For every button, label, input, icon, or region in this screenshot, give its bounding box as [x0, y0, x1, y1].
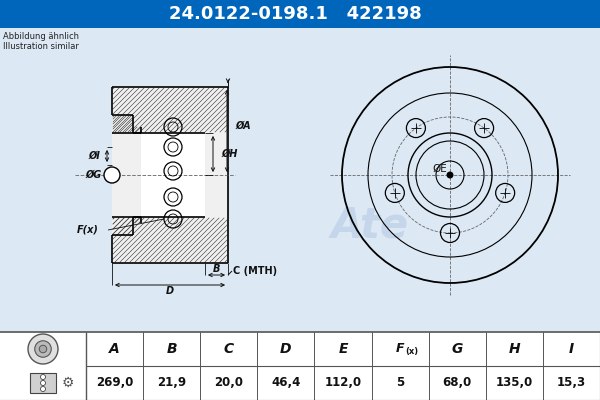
- Text: 135,0: 135,0: [496, 376, 533, 390]
- Bar: [0, 332, 600, 400]
- Circle shape: [447, 172, 453, 178]
- Circle shape: [104, 167, 120, 183]
- Text: F(x): F(x): [77, 225, 99, 235]
- Text: ØI: ØI: [88, 151, 100, 161]
- Text: A: A: [109, 342, 120, 356]
- Text: Ate: Ate: [331, 204, 409, 246]
- Text: ØG: ØG: [86, 170, 102, 180]
- Text: F: F: [396, 342, 404, 356]
- Text: ⚙: ⚙: [62, 376, 74, 390]
- Circle shape: [28, 334, 58, 364]
- Text: 20,0: 20,0: [214, 376, 243, 390]
- Bar: [112, 87, 228, 263]
- Bar: [30, 373, 56, 393]
- Text: 5: 5: [396, 376, 404, 390]
- Text: 15,3: 15,3: [557, 376, 586, 390]
- Text: 21,9: 21,9: [157, 376, 186, 390]
- Text: 68,0: 68,0: [443, 376, 472, 390]
- Text: D: D: [280, 342, 292, 356]
- Circle shape: [35, 341, 51, 357]
- Circle shape: [41, 380, 46, 386]
- Text: G: G: [452, 342, 463, 356]
- Text: 24.0122-0198.1   422198: 24.0122-0198.1 422198: [169, 5, 421, 23]
- Text: Abbildung ähnlich: Abbildung ähnlich: [3, 32, 79, 41]
- Text: C (MTH): C (MTH): [233, 266, 277, 276]
- Circle shape: [41, 374, 46, 380]
- Text: B: B: [213, 264, 220, 274]
- Text: Illustration similar: Illustration similar: [3, 42, 79, 51]
- Text: ØA: ØA: [235, 121, 251, 131]
- Text: ØH: ØH: [221, 149, 238, 159]
- Bar: [0, 28, 600, 332]
- Text: 269,0: 269,0: [96, 376, 133, 390]
- Bar: [0, 0, 600, 28]
- Text: C: C: [224, 342, 234, 356]
- Text: B: B: [166, 342, 177, 356]
- Text: I: I: [569, 342, 574, 356]
- Circle shape: [39, 345, 47, 353]
- Text: (x): (x): [405, 346, 418, 356]
- Text: 46,4: 46,4: [271, 376, 301, 390]
- Circle shape: [41, 386, 46, 392]
- Bar: [141, 133, 205, 217]
- Text: 112,0: 112,0: [325, 376, 362, 390]
- Text: E: E: [338, 342, 348, 356]
- Text: H: H: [509, 342, 520, 356]
- Text: D: D: [166, 286, 174, 296]
- Text: ØE: ØE: [433, 164, 448, 174]
